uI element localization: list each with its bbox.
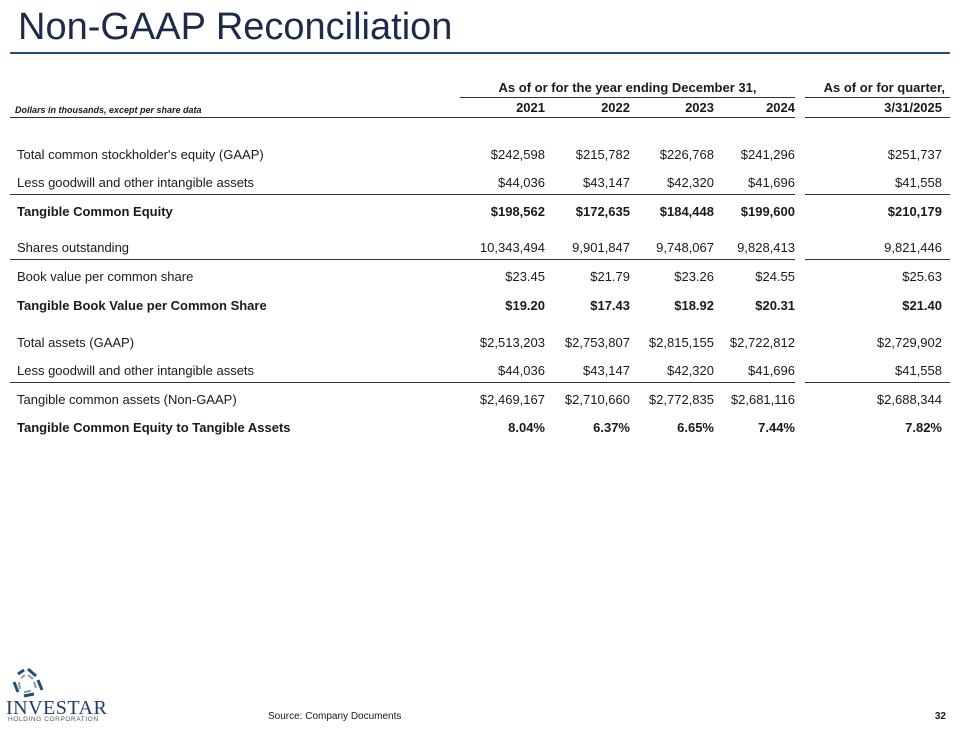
row-label: Tangible Common Equity to Tangible Asset…: [17, 420, 291, 435]
row-label: Shares outstanding: [17, 240, 130, 255]
cell-value: $42,320: [667, 363, 714, 378]
row-label: Less goodwill and other intangible asset…: [17, 363, 255, 378]
cell-value: $44,036: [498, 175, 545, 190]
unit-note: Dollars in thousands, except per share d…: [15, 105, 202, 115]
cell-value: $2,722,812: [729, 335, 795, 350]
cell-value: $2,681,116: [730, 392, 795, 407]
cell-value: $198,562: [490, 204, 545, 219]
cell-value: $215,782: [575, 147, 630, 162]
cell-value: $19.20: [505, 298, 545, 313]
cell-value: $2,729,902: [876, 335, 942, 350]
cell-value: $24.55: [755, 269, 795, 284]
cell-value: $23.26: [674, 269, 714, 284]
table-rule: [805, 259, 950, 260]
table-rule: [805, 382, 950, 383]
cell-value: $44,036: [498, 363, 545, 378]
table-rule: [460, 97, 795, 98]
cell-value: $42,320: [667, 175, 714, 190]
logo-mark: [12, 667, 44, 698]
table-rule: [10, 259, 795, 260]
cell-value: $41,696: [748, 175, 795, 190]
column-header: 2024: [766, 100, 795, 115]
cell-value: $2,688,344: [876, 392, 942, 407]
row-label: Tangible common assets (Non-GAAP): [17, 392, 237, 407]
cell-value: $17.43: [590, 298, 630, 313]
cell-value: $2,469,167: [479, 392, 545, 407]
table-rule: [10, 194, 795, 195]
row-label: Tangible Common Equity: [17, 204, 173, 219]
cell-value: $21.40: [902, 298, 942, 313]
column-header: 2023: [685, 100, 714, 115]
slide-title: Non-GAAP Reconciliation: [18, 6, 453, 48]
row-label: Less goodwill and other intangible asset…: [17, 175, 255, 190]
logo-subtitle: HOLDING CORPORATION: [8, 716, 99, 723]
source-note: Source: Company Documents: [268, 711, 402, 722]
cell-value: $2,513,203: [479, 335, 545, 350]
cell-value: 7.82%: [905, 420, 942, 435]
cell-value: $25.63: [902, 269, 942, 284]
cell-value: $43,147: [583, 175, 630, 190]
cell-value: $226,768: [659, 147, 714, 162]
table-rule: [10, 382, 795, 383]
table-rule: [805, 194, 950, 195]
cell-value: $41,558: [895, 175, 942, 190]
cell-value: $241,296: [740, 147, 795, 162]
cell-value: $199,600: [740, 204, 795, 219]
cell-value: $184,448: [659, 204, 714, 219]
cell-value: $2,710,660: [564, 392, 630, 407]
table-rule: [805, 117, 950, 118]
cell-value: $41,558: [895, 363, 942, 378]
cell-value: $2,753,807: [564, 335, 630, 350]
cell-value: $172,635: [575, 204, 630, 219]
cell-value: 9,748,067: [656, 240, 714, 255]
row-label: Book value per common share: [17, 269, 194, 284]
table-rule: [805, 97, 950, 98]
page-number: 32: [934, 711, 946, 722]
cell-value: 9,821,446: [884, 240, 942, 255]
table-rule: [10, 117, 795, 118]
cell-value: $21.79: [590, 269, 630, 284]
column-header: 2021: [516, 100, 545, 115]
row-label: Tangible Book Value per Common Share: [17, 298, 267, 313]
logo-name: INVESTAR: [6, 697, 108, 719]
cell-value: 8.04%: [508, 420, 545, 435]
cell-value: 7.44%: [758, 420, 795, 435]
cell-value: $242,598: [490, 147, 545, 162]
cell-value: $23.45: [505, 269, 545, 284]
cell-value: $251,737: [887, 147, 942, 162]
cell-value: $210,179: [887, 204, 942, 219]
row-label: Total assets (GAAP): [17, 335, 135, 350]
group-header: As of or for the year ending December 31…: [498, 80, 757, 95]
column-header: 2022: [601, 100, 630, 115]
cell-value: $2,815,155: [648, 335, 714, 350]
row-label: Total common stockholder's equity (GAAP): [17, 147, 264, 162]
cell-value: $2,772,835: [648, 392, 714, 407]
cell-value: 9,901,847: [572, 240, 630, 255]
cell-value: $18.92: [674, 298, 714, 313]
cell-value: $20.31: [755, 298, 795, 313]
cell-value: $41,696: [748, 363, 795, 378]
title-rule: [10, 52, 950, 54]
cell-value: 10,343,494: [479, 240, 545, 255]
cell-value: $43,147: [583, 363, 630, 378]
cell-value: 6.65%: [677, 420, 714, 435]
group-header: As of or for quarter,: [823, 80, 945, 95]
cell-value: 9,828,413: [737, 240, 795, 255]
column-header: 3/31/2025: [884, 100, 942, 115]
cell-value: 6.37%: [593, 420, 630, 435]
